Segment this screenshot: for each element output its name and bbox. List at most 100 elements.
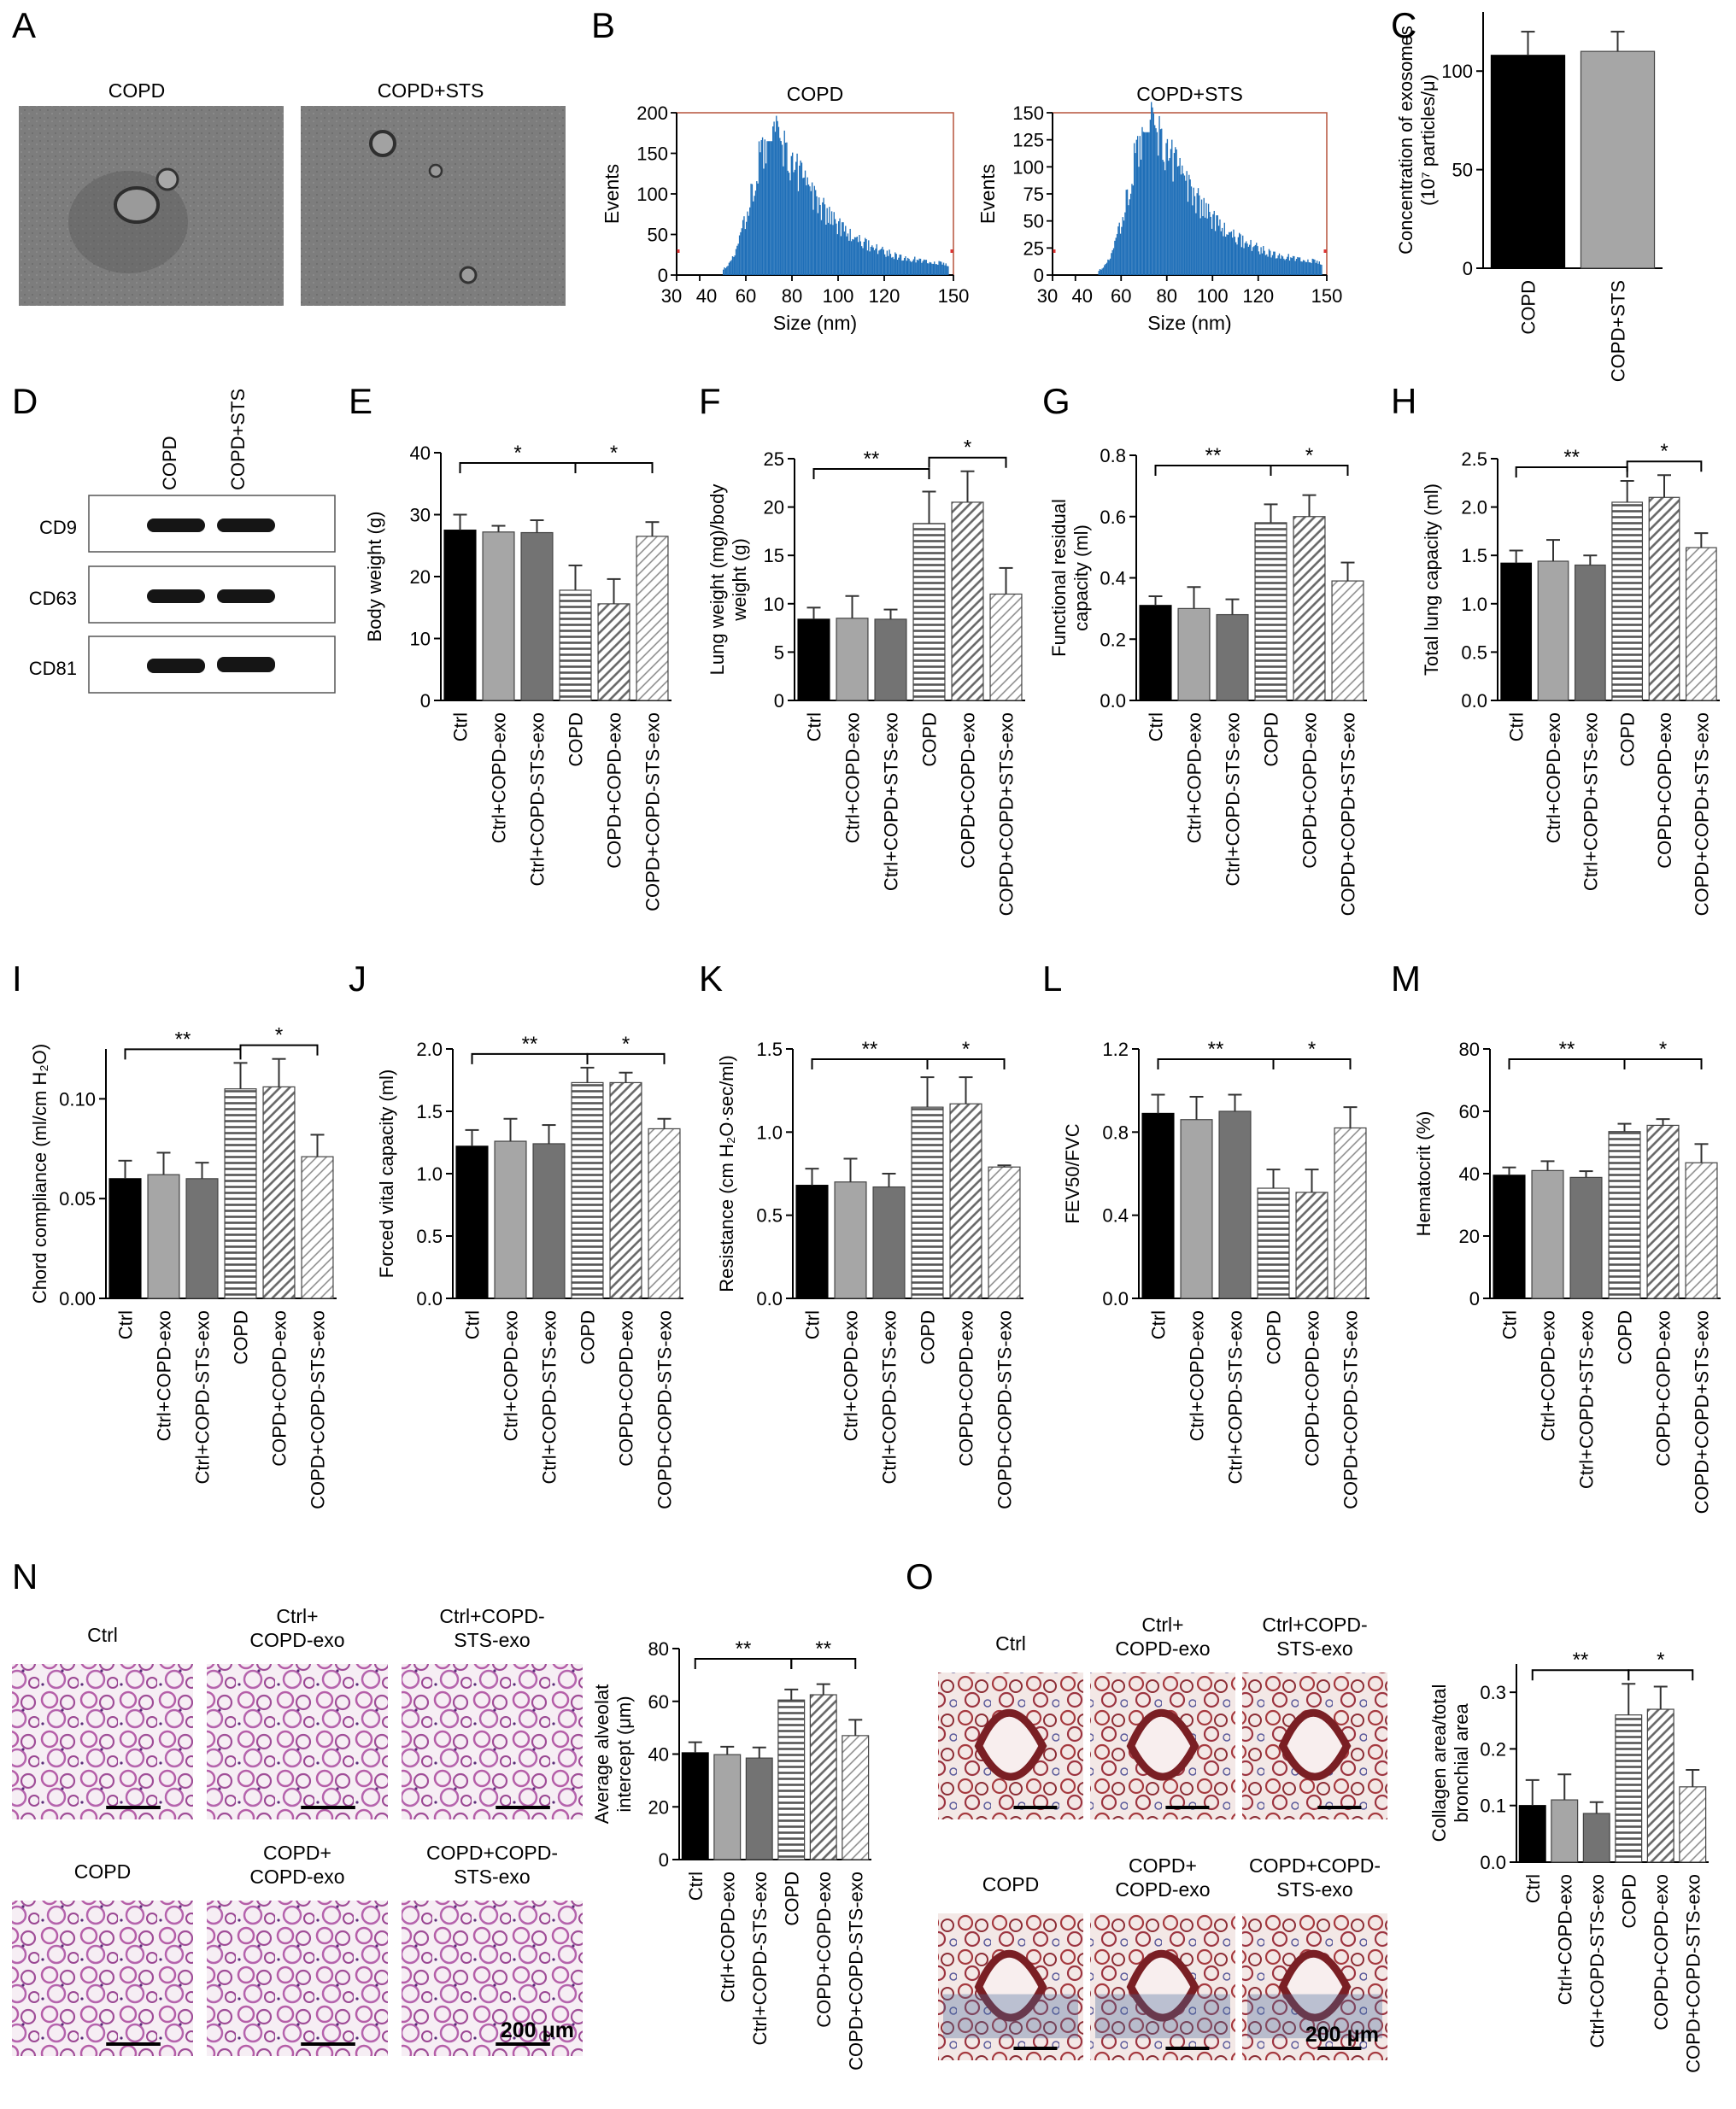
histogram-bin (1258, 251, 1260, 275)
histogram-bin (734, 255, 736, 275)
tem-image-copd (19, 106, 284, 306)
bar-chart-collagen-area: 0.0 0.1 0.2 0.3 Collagen area/totalbronchial… (1428, 1649, 1709, 2073)
significance-label: * (275, 1024, 283, 1047)
x-category-label: COPD+COPD-exo (1653, 1310, 1674, 1467)
tissue-image (207, 1901, 388, 2056)
significance-bracket (928, 456, 1007, 468)
y-tick-label: 80 (648, 1638, 669, 1660)
y-tick-label: 0.5 (1461, 641, 1487, 663)
histogram-bin (1235, 242, 1237, 275)
x-category-label: Ctrl (685, 1872, 707, 1901)
y-tick-label: 10 (764, 594, 784, 615)
histogram-bin (1138, 167, 1140, 275)
histogram-bin (919, 258, 922, 275)
histogram-bin (912, 259, 915, 275)
y-axis-label-line: bronchial area (1451, 1703, 1472, 1823)
bar (745, 1757, 773, 1860)
histogram-bin (1151, 102, 1152, 275)
significance-bracket (1626, 460, 1703, 472)
histogram-bin (847, 233, 849, 275)
y-tick-label: 125 (1012, 130, 1044, 151)
bar (1500, 562, 1533, 701)
histogram-bin (1166, 138, 1169, 275)
bar (1580, 50, 1656, 269)
y-tick-label: 50 (1023, 211, 1044, 232)
histogram-bin (926, 263, 929, 275)
image-label: COPD-exo (1115, 1878, 1210, 1901)
histogram-bin (822, 202, 824, 275)
histogram-bin (1100, 269, 1102, 275)
histogram-bin (1190, 186, 1193, 275)
histogram-bin (1170, 149, 1172, 275)
histogram-bin (1179, 157, 1181, 275)
histogram-bin (1229, 232, 1231, 275)
y-tick-label: 1.5 (416, 1101, 443, 1122)
histogram-bin (1129, 193, 1132, 275)
histogram-copd-sts: COPD+STS 0 25 50 75 100 125 150 30 40 60 80 100 120 15… (976, 83, 1342, 334)
panel-L: L 0.0 0.4 0.8 1.2 FEV50/FVC Ctrl Ctrl+COPD-exo C… (1042, 958, 1369, 1509)
histogram-bin (1319, 264, 1322, 275)
histogram-bin (1213, 210, 1215, 275)
histogram-bin (1273, 251, 1275, 275)
histogram-bin (1254, 244, 1257, 275)
bar-chart-functional-residual-capacity: 0.0 0.2 0.4 0.6 0.8 Functional residualcapaci… (1048, 444, 1367, 916)
histogram-bin (1172, 181, 1174, 275)
histogram-bin (909, 261, 912, 275)
histogram-bin (1183, 175, 1186, 275)
histogram-bin (1189, 179, 1191, 275)
histogram-bin (908, 259, 910, 275)
histogram-bin (1250, 239, 1252, 275)
histogram-bin (838, 221, 840, 275)
image-label: COPD+ (263, 1842, 331, 1864)
y-tick-label: 5 (774, 641, 784, 663)
y-axis-label: Events (601, 164, 623, 224)
histogram-bin (896, 260, 899, 275)
x-category-label: Ctrl (462, 1310, 484, 1339)
histogram-bin (728, 262, 730, 275)
y-axis-label-line: Collagen area/total (1428, 1684, 1450, 1842)
panel-G: G 0.0 0.2 0.4 0.6 0.8 Functional residualcapac… (1042, 381, 1367, 916)
blot-row-label: CD81 (29, 658, 77, 679)
x-category-label: COPD+COPD-STS-exo (642, 712, 664, 911)
histogram-bin (1098, 271, 1100, 275)
x-tick-label: 100 (823, 285, 854, 307)
image-label: COPD+COPD- (426, 1842, 558, 1864)
y-axis-label-line: Chord compliance (ml/cm H₂O) (29, 1044, 50, 1303)
y-tick-label: 30 (410, 505, 431, 526)
histogram-bin (855, 237, 857, 275)
histogram-bin (1112, 248, 1115, 275)
histogram-bin (868, 240, 870, 275)
x-category-label: COPD (1615, 1310, 1636, 1365)
histogram-bin (756, 181, 758, 275)
x-category-label: COPD (1261, 712, 1282, 767)
histogram-bin (1221, 227, 1223, 275)
x-category-label: Ctrl+COPD-exo (1187, 1310, 1208, 1441)
histogram-bin (1253, 246, 1255, 275)
histogram-bin (1158, 115, 1160, 275)
histogram-bin (1147, 132, 1149, 275)
histogram-bin (1261, 253, 1264, 275)
tissue-image (12, 1664, 193, 1819)
y-tick-label: 2.5 (1461, 448, 1487, 470)
y-tick-label: 20 (764, 497, 784, 518)
significance-bracket (926, 1058, 1006, 1069)
histogram-bin (1263, 245, 1264, 275)
significance-label: ** (862, 1038, 878, 1061)
histogram-bin (905, 255, 906, 275)
histogram-bin (769, 141, 771, 275)
histogram-bin (1178, 166, 1180, 275)
histogram-bin (1236, 244, 1238, 275)
histogram-bin (1176, 166, 1179, 275)
histogram-bin (1195, 213, 1197, 275)
y-tick-label: 0.3 (1480, 1682, 1506, 1703)
histogram-bin (1294, 261, 1296, 275)
histogram-bin (1281, 256, 1284, 275)
histogram-bin (836, 234, 838, 275)
x-category-label: COPD+COPD+STS-exo (996, 712, 1018, 916)
histogram-bin (753, 201, 754, 275)
x-category-label: COPD (781, 1872, 802, 1926)
bar (951, 501, 984, 701)
image-label: STS-exo (1276, 1637, 1352, 1660)
histogram-bin (1206, 218, 1208, 275)
bar (1679, 1786, 1707, 1863)
